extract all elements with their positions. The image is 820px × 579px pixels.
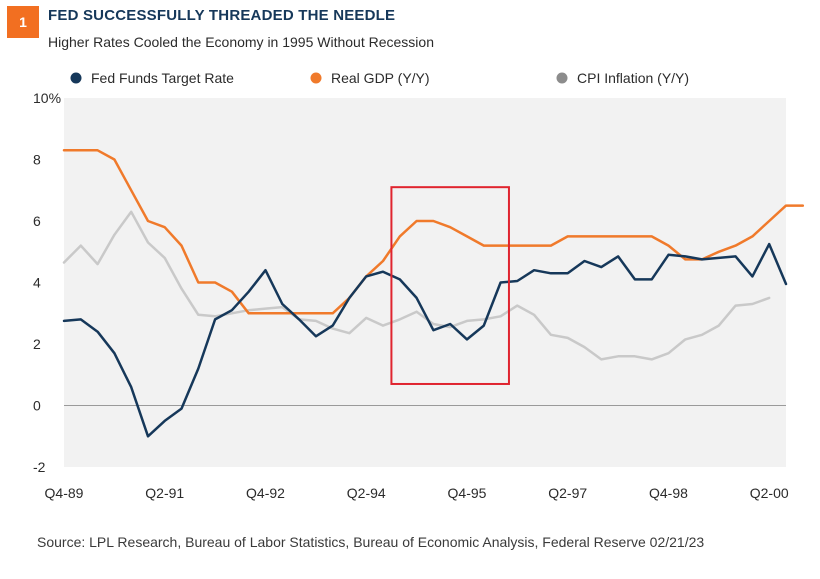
y-tick-label: 0 xyxy=(33,398,41,414)
x-tick-label: Q2-00 xyxy=(750,485,789,501)
legend-marker xyxy=(70,72,82,84)
chart-title: FED SUCCESSFULLY THREADED THE NEEDLE xyxy=(48,7,396,24)
figure-number-badge: 1 xyxy=(7,6,39,38)
x-tick-label: Q2-94 xyxy=(347,485,386,501)
legend-marker xyxy=(310,72,322,84)
x-tick-label: Q4-89 xyxy=(45,485,84,501)
x-tick-label: Q4-95 xyxy=(448,485,487,501)
y-tick-label: -2 xyxy=(33,459,46,475)
x-tick-label: Q4-92 xyxy=(246,485,285,501)
chart-subtitle: Higher Rates Cooled the Economy in 1995 … xyxy=(48,34,434,50)
source-note: Source: LPL Research, Bureau of Labor St… xyxy=(37,534,705,550)
x-tick-label: Q2-97 xyxy=(548,485,587,501)
y-tick-label: 8 xyxy=(33,152,41,168)
legend-label: Fed Funds Target Rate xyxy=(91,70,234,86)
y-tick-label: 4 xyxy=(33,275,41,291)
plot-area xyxy=(64,98,786,467)
legend-marker xyxy=(556,72,568,84)
line-chart: 10% 8 6 4 2 0 -2 Q4-89 Q2-91 Q4-92 Q2-94 Q4-95 Q2-97… xyxy=(33,70,805,501)
series-line xyxy=(62,242,788,438)
legend-label: CPI Inflation (Y/Y) xyxy=(577,70,689,86)
x-tick-label: Q4-98 xyxy=(649,485,688,501)
y-tick-label: 6 xyxy=(33,213,41,229)
y-tick-label: 2 xyxy=(33,336,41,352)
highlight-box xyxy=(390,186,510,385)
legend-label: Real GDP (Y/Y) xyxy=(331,70,430,86)
y-tick-label: 10% xyxy=(33,90,61,106)
x-tick-label: Q2-91 xyxy=(145,485,184,501)
series-line xyxy=(62,210,771,361)
